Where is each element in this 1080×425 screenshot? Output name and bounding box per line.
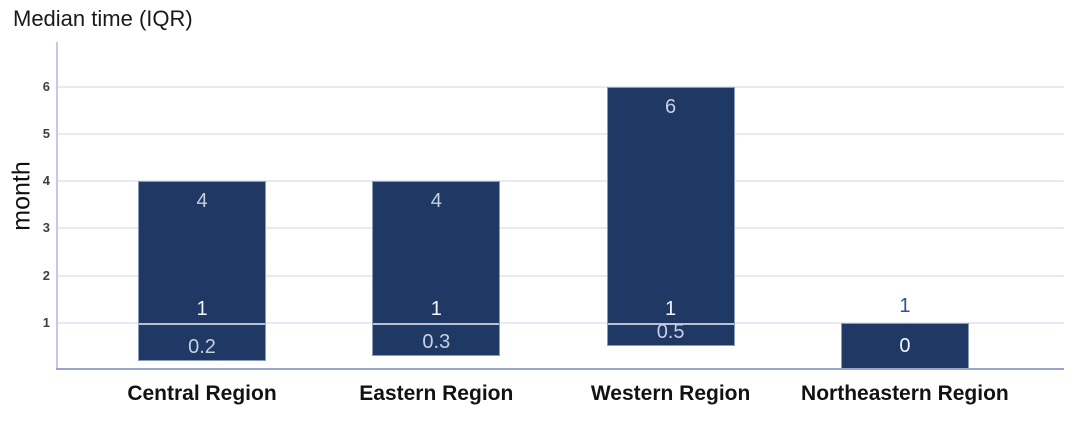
bar-high-label: 6: [665, 95, 677, 118]
y-tick-label: 1: [42, 314, 50, 330]
bar: 4 1 0.3: [372, 181, 501, 356]
bar: 0: [840, 322, 969, 370]
bar-median-label: 1: [430, 297, 442, 320]
bar-median-label: 1: [665, 297, 677, 320]
y-tick-label: 3: [42, 220, 50, 236]
y-axis-line: [56, 42, 58, 370]
x-category-label: Western Region: [590, 382, 751, 405]
median-line: [139, 322, 265, 325]
bar-low-label: 0.3: [422, 330, 451, 353]
x-axis-line: [56, 368, 1064, 370]
gridline: [57, 133, 1064, 136]
bar-high-label: 1: [899, 294, 911, 317]
x-category-label: Central Region: [127, 382, 277, 405]
y-tick-label: 5: [42, 126, 50, 142]
median-line: [373, 322, 500, 325]
bar-median-label: 1: [196, 297, 208, 320]
gridline: [57, 85, 1064, 88]
gridline: [57, 227, 1064, 230]
y-tick-label: 4: [42, 173, 50, 189]
bar: 6 1 0.5: [606, 86, 735, 347]
bar: 4 1 0.2: [138, 181, 266, 361]
x-category-label: Northeastern Region: [801, 382, 1009, 405]
x-category-label: Eastern Region: [359, 382, 514, 405]
gridline: [57, 274, 1064, 277]
bar-low-label: 0.5: [656, 321, 685, 344]
y-tick-label: 2: [42, 267, 50, 283]
bar-low-label: 0.2: [188, 335, 216, 358]
median-line: [607, 322, 734, 325]
y-tick-label: 6: [42, 78, 50, 94]
gridline: [57, 180, 1064, 183]
gridline: [57, 321, 1064, 324]
bar-low-label: 0: [899, 335, 911, 358]
bar-high-label: 4: [196, 190, 208, 213]
bar-high-label: 4: [430, 190, 442, 213]
chart-title: Median time (IQR): [13, 6, 193, 31]
